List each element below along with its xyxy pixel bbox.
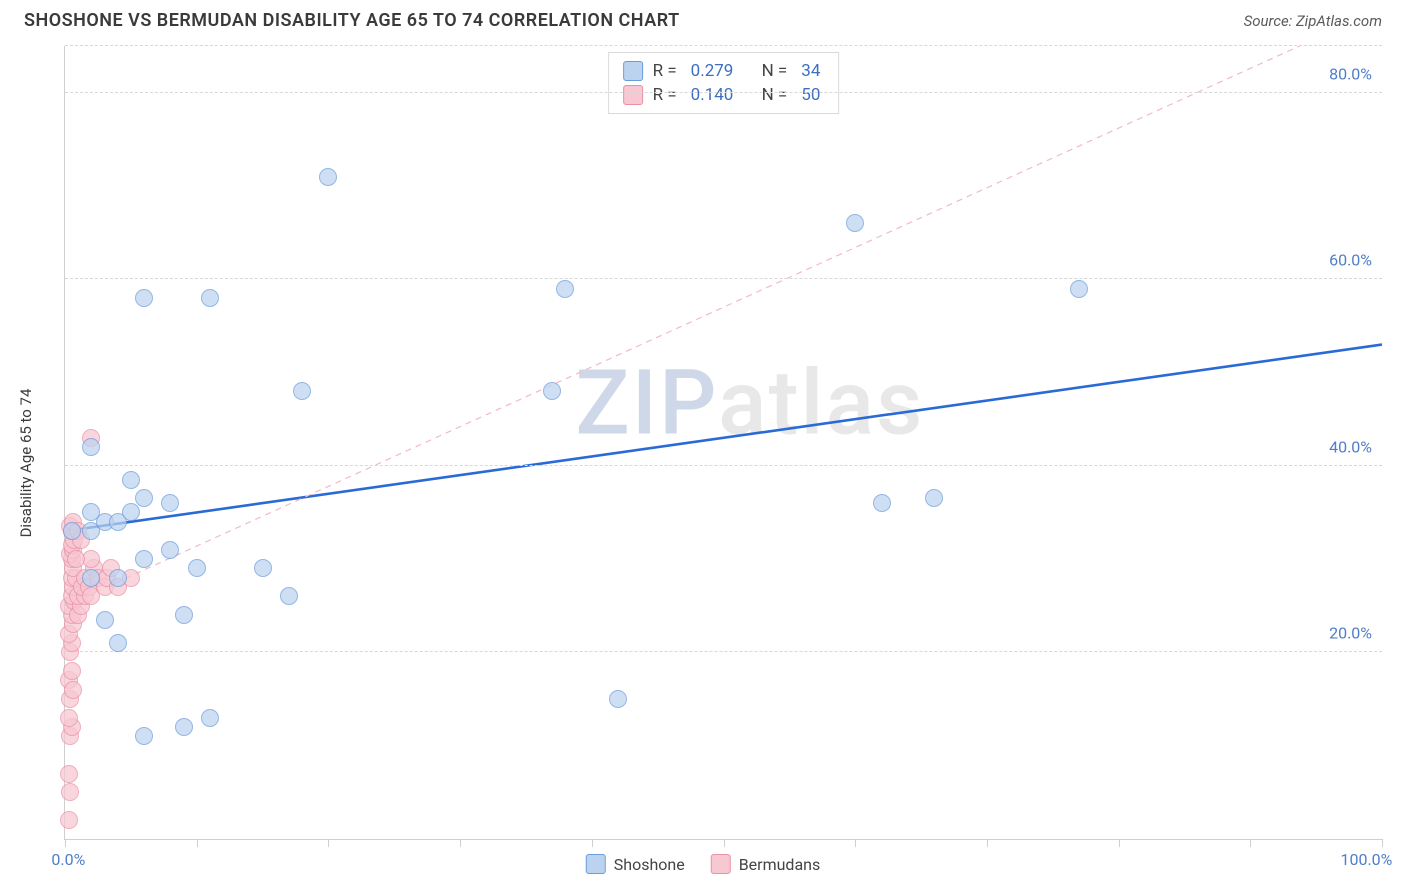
data-point-bermudans [64,681,82,699]
data-point-shoshone [925,489,943,507]
gridline [65,92,1382,93]
y-axis-title: Disability Age 65 to 74 [17,389,35,538]
data-point-shoshone [319,168,337,186]
source-attribution: Source: ZipAtlas.com [1244,12,1382,30]
data-point-shoshone [201,709,219,727]
x-axis-max-label: 100.0% [1340,850,1392,869]
trend-line-shoshone [65,345,1382,532]
y-tick-label: 60.0% [1329,251,1372,270]
data-point-bermudans [67,550,85,568]
stats-r-value-shoshone: 0.279 [691,61,734,81]
data-point-shoshone [609,690,627,708]
gridline [65,278,1382,279]
stats-r-label: R = [653,85,677,105]
x-tick [460,839,461,847]
stats-swatch-bermudans [623,85,643,105]
data-point-shoshone [201,289,219,307]
x-tick [1119,839,1120,847]
data-point-shoshone [82,438,100,456]
data-point-shoshone [135,727,153,745]
chart-title: SHOSHONE VS BERMUDAN DISABILITY AGE 65 T… [24,10,680,31]
data-point-shoshone [161,541,179,559]
y-tick-label: 40.0% [1329,437,1372,456]
data-point-shoshone [135,289,153,307]
data-point-bermudans [60,709,78,727]
data-point-shoshone [1070,280,1088,298]
x-tick [197,839,198,847]
x-tick [328,839,329,847]
y-tick-label: 80.0% [1329,64,1372,83]
data-point-bermudans [82,550,100,568]
data-point-bermudans [60,765,78,783]
chart-header: SHOSHONE VS BERMUDAN DISABILITY AGE 65 T… [0,0,1406,37]
x-tick [724,839,725,847]
watermark: ZIPatlas [575,350,924,455]
x-tick [1250,839,1251,847]
data-point-shoshone [188,559,206,577]
legend: Shoshone Bermudans [586,854,821,874]
stats-row-shoshone: R = 0.279 N = 34 [623,59,825,83]
watermark-strong: ZIP [575,350,718,455]
data-point-shoshone [293,382,311,400]
stats-box: R = 0.279 N = 34 R = 0.140 N = 50 [608,52,840,114]
legend-item-bermudans: Bermudans [711,854,821,874]
gridline [65,465,1382,466]
y-tick-label: 20.0% [1329,624,1372,643]
stats-r-label: R = [653,61,677,81]
legend-item-shoshone: Shoshone [586,854,685,874]
x-tick [987,839,988,847]
x-tick [855,839,856,847]
data-point-shoshone [82,569,100,587]
legend-swatch-bermudans [711,854,731,874]
chart-container: Disability Age 65 to 74 ZIPatlas R = 0.2… [24,46,1382,880]
watermark-light: atlas [718,350,924,455]
data-point-shoshone [543,382,561,400]
plot-area: ZIPatlas R = 0.279 N = 34 R = 0.140 N = … [64,46,1382,840]
gridline [65,45,1382,46]
stats-n-value-bermudans: 50 [801,85,820,105]
x-tick [65,839,66,847]
data-point-shoshone [846,214,864,232]
gridline [65,651,1382,652]
data-point-shoshone [135,489,153,507]
trend-lines [65,46,1382,839]
data-point-bermudans [63,662,81,680]
data-point-shoshone [122,503,140,521]
legend-swatch-shoshone [586,854,606,874]
data-point-shoshone [873,494,891,512]
data-point-shoshone [556,280,574,298]
data-point-shoshone [175,718,193,736]
data-point-shoshone [161,494,179,512]
stats-n-value-shoshone: 34 [801,61,820,81]
trend-line-bermudans [65,46,1300,606]
legend-label-shoshone: Shoshone [614,855,685,874]
data-point-shoshone [254,559,272,577]
data-point-bermudans [61,783,79,801]
stats-n-label: N = [762,61,788,81]
data-point-shoshone [175,606,193,624]
x-axis-min-label: 0.0% [51,850,85,869]
data-point-shoshone [280,587,298,605]
data-point-shoshone [109,634,127,652]
data-point-shoshone [96,611,114,629]
stats-row-bermudans: R = 0.140 N = 50 [623,83,825,107]
stats-n-label: N = [762,85,788,105]
stats-r-value-bermudans: 0.140 [691,85,734,105]
data-point-shoshone [135,550,153,568]
x-tick [592,839,593,847]
data-point-shoshone [63,522,81,540]
legend-label-bermudans: Bermudans [739,855,821,874]
stats-swatch-shoshone [623,61,643,81]
x-tick [1382,839,1383,847]
data-point-bermudans [60,811,78,829]
data-point-shoshone [109,569,127,587]
data-point-shoshone [122,471,140,489]
